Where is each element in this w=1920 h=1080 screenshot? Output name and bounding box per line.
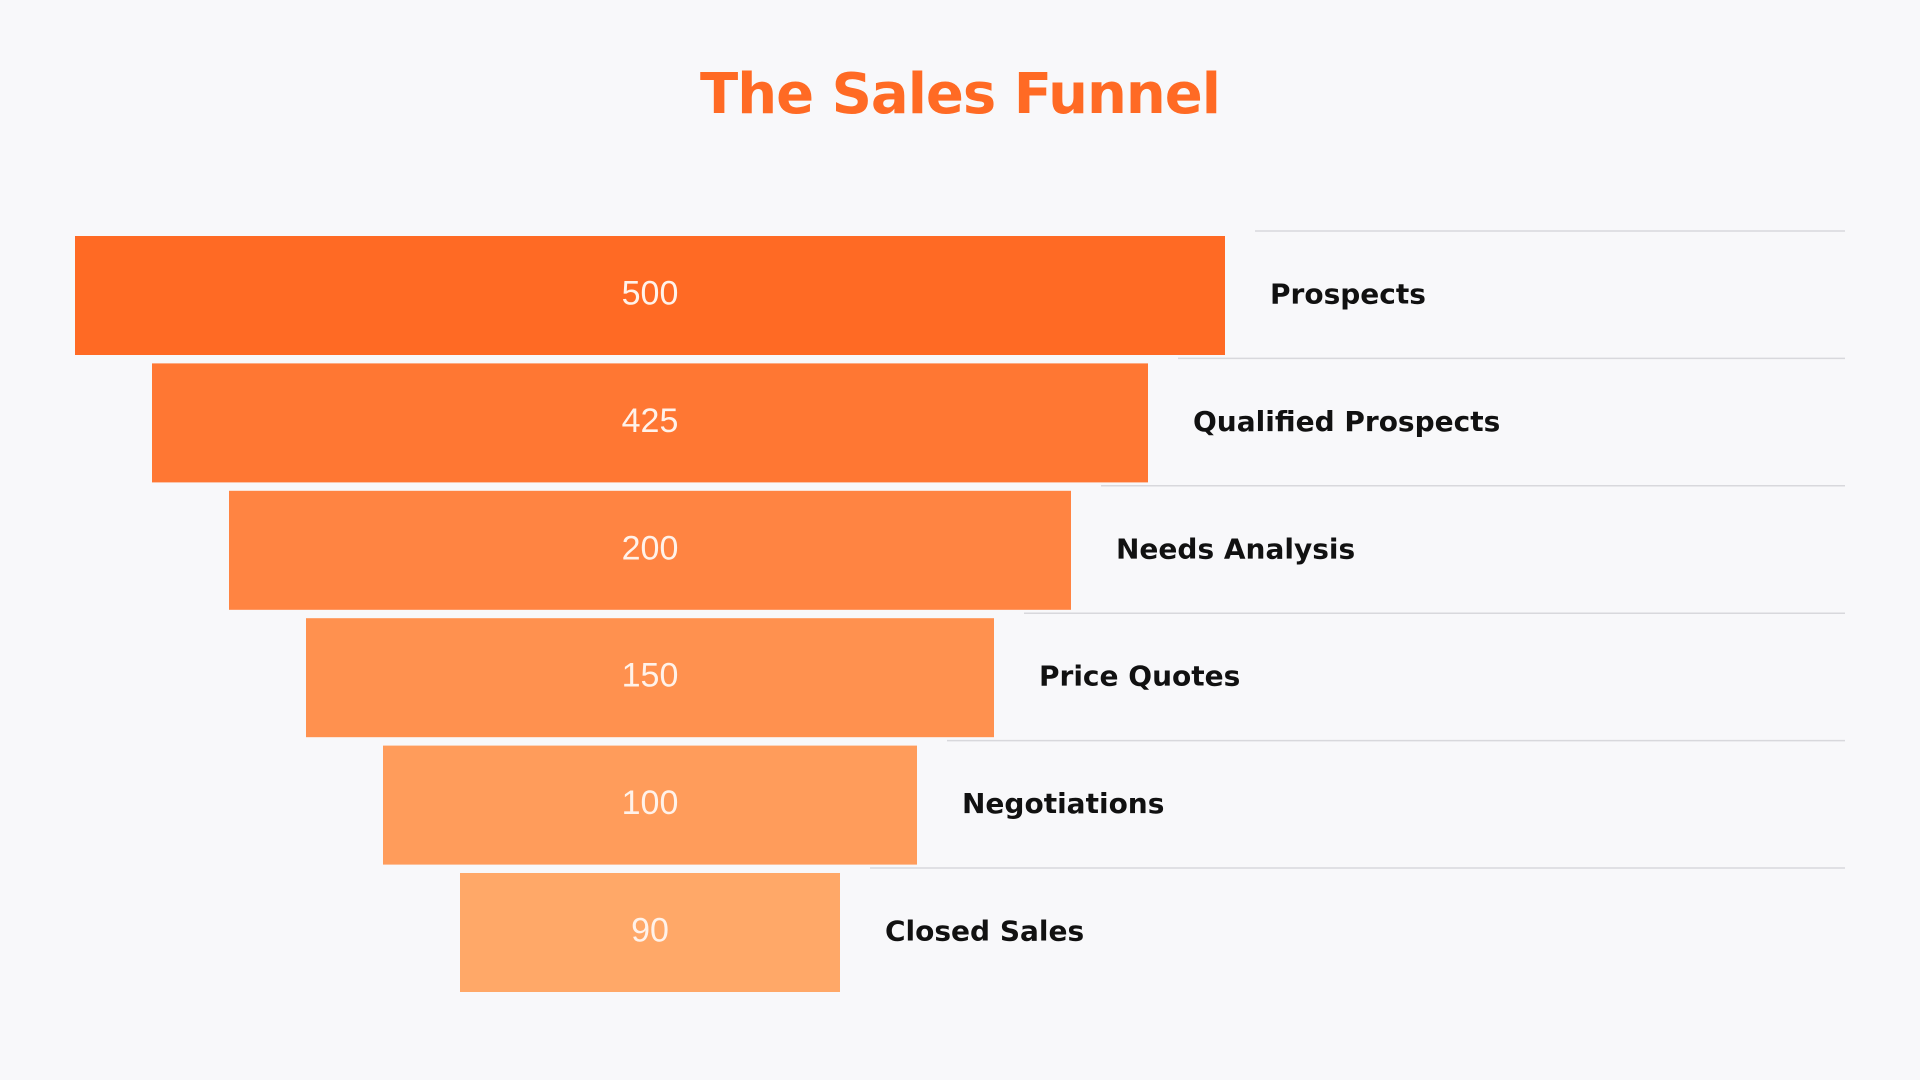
value-label: 500: [622, 274, 679, 312]
chart-title: The Sales Funnel: [700, 62, 1220, 127]
value-label: 100: [622, 784, 679, 822]
stage-label: Prospects: [1270, 278, 1426, 311]
funnel-bar: [383, 745, 917, 865]
value-label: 200: [622, 529, 679, 567]
stage-label: Qualified Prospects: [1193, 405, 1500, 438]
stage-label: Negotiations: [962, 787, 1164, 820]
stage-label: Closed Sales: [885, 915, 1084, 948]
value-label: 150: [622, 657, 679, 695]
funnel-bar: [306, 618, 994, 738]
funnel-bar: [460, 873, 840, 992]
funnel-bar: [229, 490, 1071, 610]
stage-label: Price Quotes: [1039, 660, 1240, 693]
value-label: 90: [631, 911, 669, 949]
funnel-bar: [152, 363, 1148, 483]
funnel-bar: [75, 236, 1225, 355]
stage-label: Needs Analysis: [1116, 532, 1355, 565]
value-label: 425: [622, 402, 679, 440]
